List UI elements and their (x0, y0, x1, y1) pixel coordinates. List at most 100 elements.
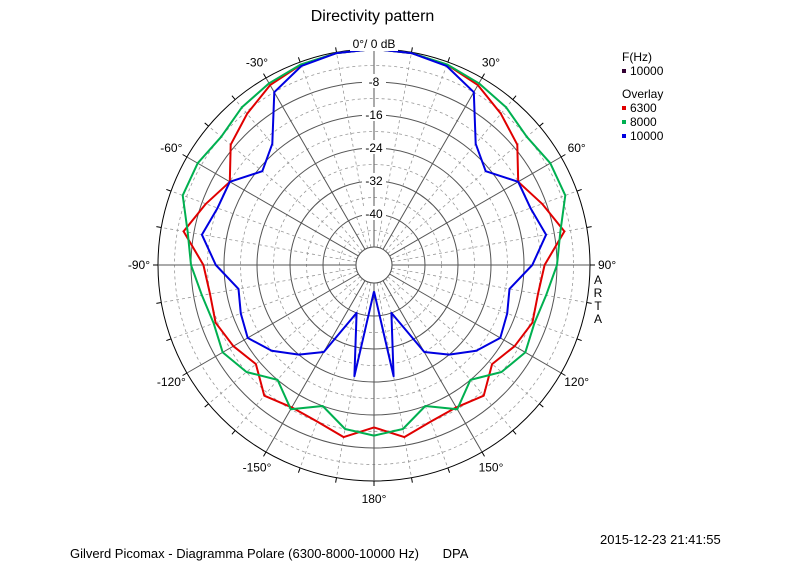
legend-item-10000: 10000 (622, 129, 663, 143)
legend-overlay-header: Overlay (622, 87, 664, 101)
angle-tick (512, 430, 517, 435)
radial-label-bg (362, 74, 386, 88)
angle-tick-label: 180° (362, 492, 387, 506)
grid-spoke-minor (376, 282, 412, 478)
angle-tick (447, 467, 451, 473)
angle-tick (182, 154, 188, 158)
angle-tick (539, 403, 544, 408)
angle-tick (576, 188, 582, 192)
angle-tick (335, 477, 337, 483)
angle-tick (263, 451, 267, 457)
angle-tick (231, 430, 236, 435)
legend-item-6300: 6300 (622, 101, 663, 115)
grid-spoke-minor (161, 227, 357, 263)
grid-spoke-minor (170, 270, 358, 340)
grid-spoke-minor (385, 99, 514, 252)
angle-tick (411, 477, 413, 483)
legend-label: 6300 (630, 101, 657, 115)
grid-spoke (382, 77, 483, 250)
angle-tick-label: -90° (128, 258, 150, 272)
legend-label: 8000 (630, 115, 657, 129)
legend-swatch (622, 106, 626, 110)
angle-tick (586, 302, 592, 304)
grid-spoke (265, 280, 366, 453)
radial-tick-label: -16 (365, 108, 383, 122)
angle-tick (263, 73, 267, 79)
angle-tick-label: 30° (482, 55, 500, 69)
grid-spoke-minor (234, 99, 363, 252)
radial-tick-label: -8 (369, 75, 380, 89)
grid-spoke (389, 156, 562, 257)
side-label: A R T A (593, 274, 603, 326)
radial-tick-label: -32 (365, 174, 383, 188)
legend-freq-value: 10000 (630, 64, 664, 78)
grid-spoke (265, 77, 366, 250)
grid-spoke (389, 273, 562, 374)
angle-tick (560, 372, 566, 376)
grid-spoke (186, 156, 359, 257)
legend-freq-header: F(Hz) (622, 50, 652, 64)
angle-tick-label: 150° (479, 461, 504, 475)
radial-label-bg (362, 206, 386, 220)
angle-tick (576, 338, 582, 342)
legend-swatch (622, 134, 626, 138)
angle-tick (447, 57, 451, 63)
grid-spoke-minor (299, 61, 369, 249)
grid-spoke (186, 273, 359, 374)
timestamp: 2015-12-23 21:41:55 (600, 532, 721, 547)
footer-caption: Gilverd Picomax - Diagramma Polare (6300… (70, 546, 419, 561)
side-label-char: T (594, 299, 602, 313)
angle-tick (560, 154, 566, 158)
grid-spoke-minor (161, 267, 357, 303)
legend-freq-item: 10000 (622, 64, 663, 78)
grid-spoke-minor (336, 282, 372, 478)
angle-tick (335, 47, 337, 53)
grid-spoke-minor (170, 190, 358, 260)
grid-spoke-minor (387, 276, 540, 405)
radial-label-bg (362, 140, 386, 154)
footer: Gilverd Picomax - Diagramma Polare (6300… (70, 546, 468, 561)
angle-tick (231, 95, 236, 100)
footer-brand: DPA (442, 546, 469, 561)
legend-freq-swatch (622, 69, 626, 73)
angle-tick (204, 403, 209, 408)
angle-tick-label: 120° (564, 375, 589, 389)
radial-label-bg (362, 173, 386, 187)
side-label-char: A (593, 312, 602, 326)
grid-spoke-minor (390, 270, 578, 340)
grid-spoke (382, 280, 483, 453)
legend-swatch (622, 120, 626, 124)
angle-tick (539, 122, 544, 127)
legend-item-8000: 8000 (622, 115, 663, 129)
angle-tick-label: 60° (568, 141, 586, 155)
grid-spoke-minor (208, 125, 361, 254)
legend-label: 10000 (630, 129, 664, 143)
grid-spoke-minor (390, 190, 578, 260)
grid-spoke-minor (379, 61, 449, 249)
radial-label-bg (362, 107, 386, 121)
grid-spoke-minor (208, 276, 361, 405)
reference-label-bg (350, 38, 398, 51)
angle-tick (166, 338, 172, 342)
angle-tick (156, 226, 162, 228)
angle-tick (481, 73, 485, 79)
angle-tick (512, 95, 517, 100)
angle-tick (481, 451, 485, 457)
side-label-char: R (593, 286, 603, 300)
angle-tick (156, 302, 162, 304)
reference-label: 0°/ 0 dB (353, 37, 396, 51)
angle-tick (411, 47, 413, 53)
radial-tick-label: -24 (365, 141, 383, 155)
angle-tick-label: 90° (598, 258, 616, 272)
grid-spoke-minor (387, 125, 540, 254)
angle-tick (297, 467, 301, 473)
angle-tick (182, 372, 188, 376)
angle-tick (166, 188, 172, 192)
angle-tick (204, 122, 209, 127)
angle-tick (297, 57, 301, 63)
side-label-char: A (593, 273, 602, 287)
chart-title: Directivity pattern (310, 8, 435, 25)
angle-tick-label: -150° (243, 461, 272, 475)
radial-tick-label: -40 (365, 207, 383, 221)
